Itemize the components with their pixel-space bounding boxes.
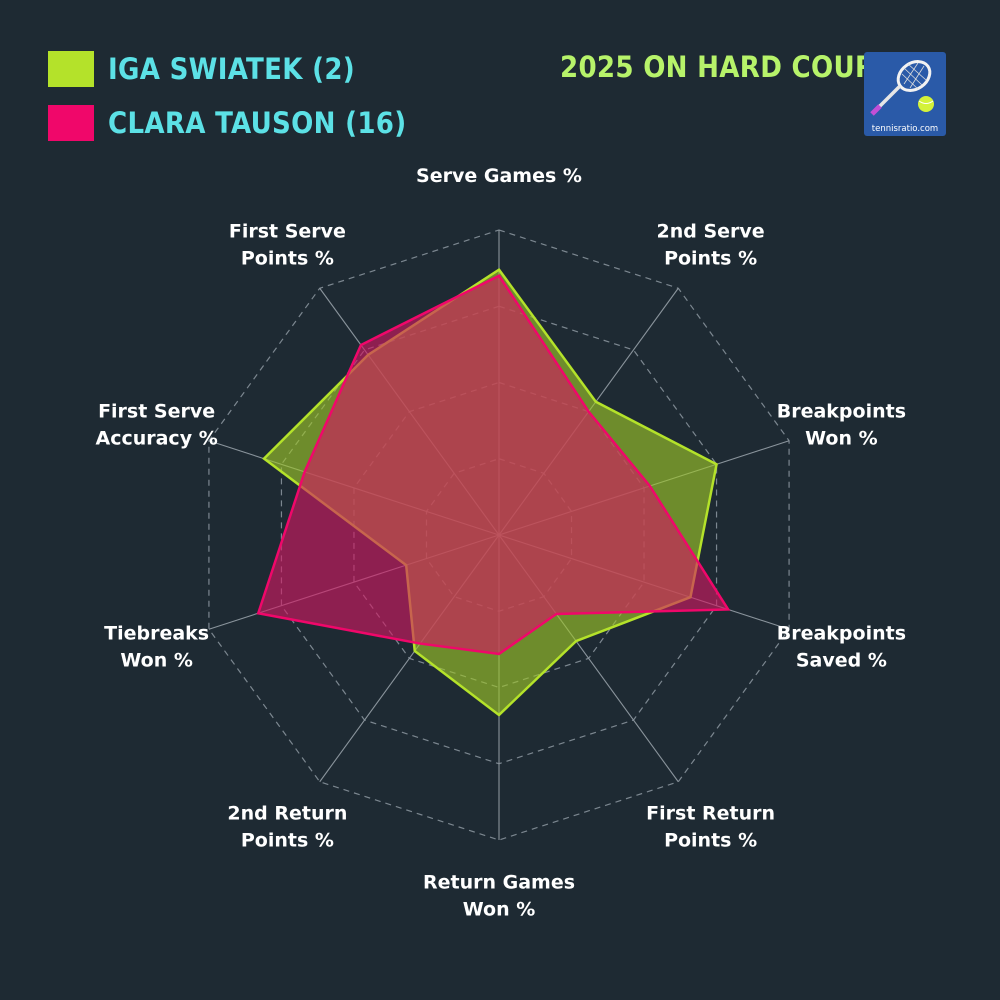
axis-label-8-line-0: First Serve — [98, 400, 215, 422]
axis-label-5-line-1: Won % — [463, 899, 536, 921]
axis-label-1-line-0: 2nd Serve — [657, 220, 765, 242]
axis-label-4-line-0: First Return — [646, 803, 775, 825]
legend-label-tauson: CLARA TAUSON (16) — [108, 106, 407, 140]
axis-label-9-line-1: Points % — [241, 247, 334, 269]
axis-label-7-line-1: Won % — [120, 650, 193, 672]
axis-label-0: Serve Games % — [416, 165, 582, 187]
axis-label-2-line-1: Won % — [805, 427, 878, 449]
logo-text: tennisratio.com — [871, 124, 939, 134]
axis-label-8-line-1: Accuracy % — [95, 427, 217, 449]
axis-label-6: 2nd Return Points % — [227, 803, 347, 852]
axis-label-0-line-0: Serve Games % — [416, 165, 582, 187]
axis-label-1: 2nd Serve Points % — [657, 220, 765, 269]
axis-label-7: Tiebreaks Won % — [104, 623, 209, 672]
tennis-racket-icon — [870, 60, 934, 116]
axis-label-2: Breakpoints Won % — [777, 400, 906, 449]
radar-series — [256, 267, 731, 717]
axis-label-4-line-1: Points % — [664, 830, 757, 852]
axis-label-9: First Serve Points % — [229, 220, 346, 269]
legend-label-swiatek: IGA SWIATEK (2) — [108, 52, 356, 86]
axis-label-5-line-0: Return Games — [423, 872, 575, 894]
axis-label-5: Return Games Won % — [423, 872, 575, 921]
legend-item-tauson: CLARA TAUSON (16) — [48, 104, 406, 142]
axis-labels: Serve Games % 2nd Serve Points % Breakpoint… — [95, 165, 906, 921]
axis-label-3-line-0: Breakpoints — [777, 623, 906, 645]
legend-item-swiatek: IGA SWIATEK (2) — [48, 50, 406, 88]
axis-label-3-line-1: Saved % — [796, 650, 887, 672]
legend-swatch-swiatek — [48, 51, 94, 87]
chart-title: 2025 ON HARD COURTS — [560, 50, 912, 84]
axis-label-3: Breakpoints Saved % — [777, 623, 906, 672]
axis-label-7-line-0: Tiebreaks — [104, 623, 209, 645]
axis-label-4: First Return Points % — [646, 803, 775, 852]
legend: IGA SWIATEK (2) CLARA TAUSON (16) — [48, 50, 406, 158]
series-area-1 — [256, 274, 731, 656]
axis-label-6-line-1: Points % — [241, 830, 334, 852]
axis-label-2-line-0: Breakpoints — [777, 400, 906, 422]
axis-label-6-line-0: 2nd Return — [227, 803, 347, 825]
axis-label-9-line-0: First Serve — [229, 220, 346, 242]
legend-swatch-tauson — [48, 105, 94, 141]
axis-label-1-line-1: Points % — [664, 247, 757, 269]
tennisratio-logo[interactable]: tennisratio.com — [864, 52, 946, 136]
axis-label-8: First Serve Accuracy % — [95, 400, 217, 449]
